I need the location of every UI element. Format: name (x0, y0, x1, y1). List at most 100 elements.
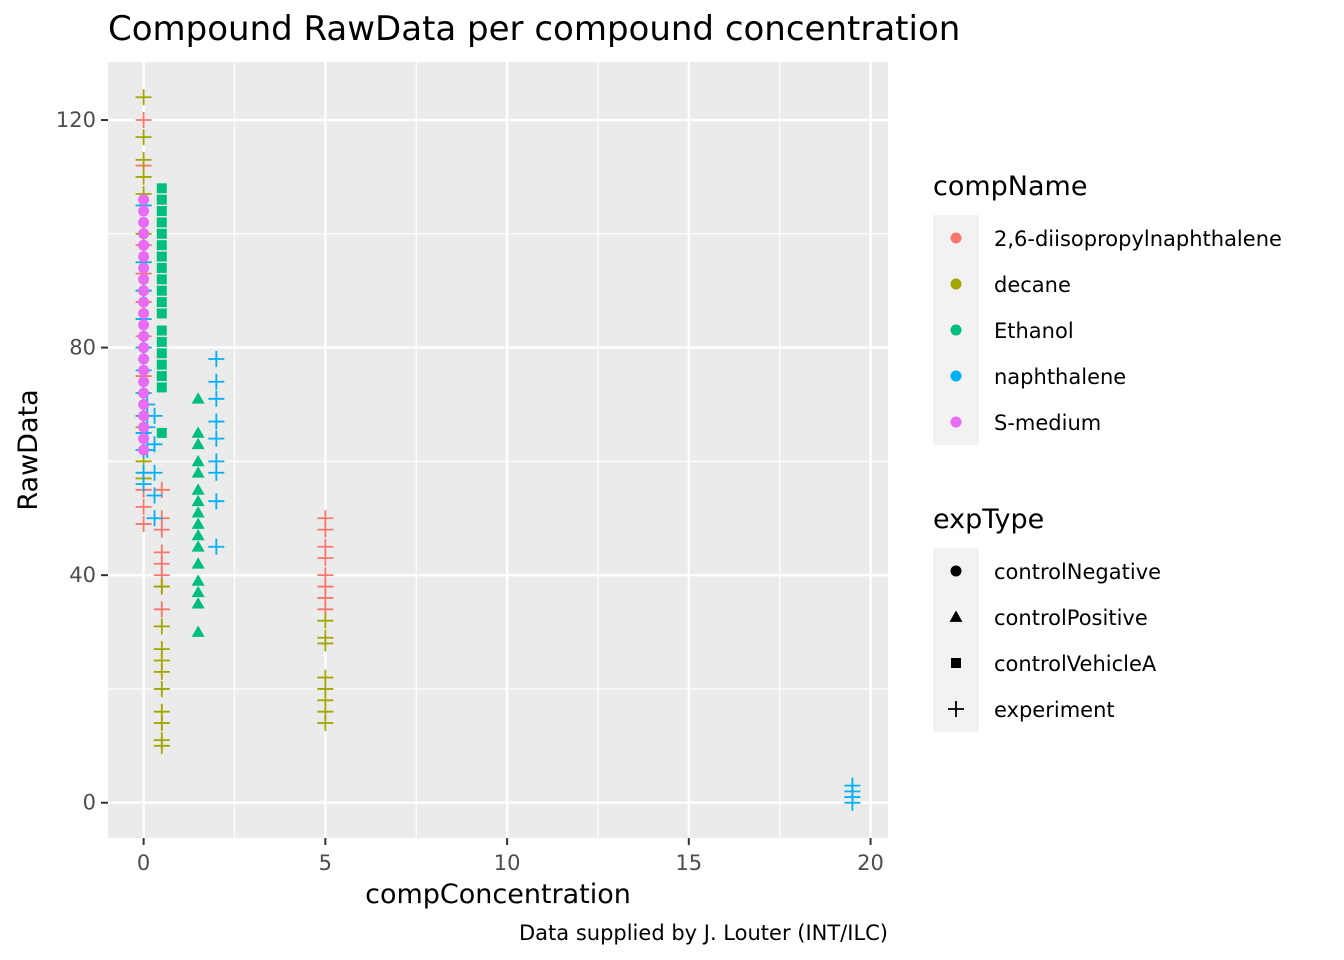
legend-swatch (950, 416, 962, 428)
data-point (138, 410, 150, 422)
data-point (135, 476, 152, 493)
legend-label: controlVehicleA (994, 652, 1157, 676)
data-point (135, 129, 152, 146)
data-point (191, 557, 205, 569)
data-point (191, 517, 205, 529)
data-point (208, 413, 225, 430)
chart-title: Compound RawData per compound concentrat… (108, 9, 960, 49)
data-point (138, 364, 150, 376)
x-tick-label: 5 (319, 851, 332, 875)
data-point (208, 538, 225, 555)
data-point (138, 398, 150, 410)
legend-swatch (950, 232, 962, 244)
data-point (191, 483, 205, 495)
axes: 0 5 10 15 20 0 40 80 120 (56, 108, 884, 875)
data-point (156, 325, 167, 336)
data-point (138, 205, 150, 217)
y-tick-label: 120 (56, 108, 96, 132)
x-tick-label: 20 (857, 851, 884, 875)
legend-label: 2,6-diisopropylnaphthalene (994, 227, 1282, 251)
data-point (156, 427, 167, 438)
data-point (146, 436, 163, 453)
x-axis-title: compConcentration (365, 879, 631, 910)
data-point (153, 663, 170, 680)
data-point (191, 540, 205, 552)
data-point (156, 228, 167, 239)
data-point (208, 430, 225, 447)
data-point (191, 392, 205, 404)
data-point (191, 506, 205, 518)
legend-label: controlNegative (994, 560, 1161, 584)
data-point (146, 464, 163, 481)
y-tick-label: 40 (69, 563, 96, 587)
legend-shape-key (949, 610, 963, 622)
legend-shape-key (950, 565, 962, 577)
data-point (208, 464, 225, 481)
y-axis-title: RawData (13, 389, 44, 510)
legend-shape-key (951, 658, 961, 668)
data-point (138, 387, 150, 399)
data-point (156, 382, 167, 393)
data-point (208, 350, 225, 367)
data-point (191, 426, 205, 438)
data-point (153, 601, 170, 618)
data-point (138, 319, 150, 331)
data-point (138, 194, 150, 206)
data-point (138, 262, 150, 274)
panel-background (108, 62, 888, 838)
data-point (156, 274, 167, 285)
data-point (156, 217, 167, 228)
legend: compName 2,6-diisopropylnaphthalene decane… (933, 171, 1282, 732)
data-point (138, 228, 150, 240)
data-point (138, 216, 150, 228)
legend-swatch (950, 370, 962, 382)
data-point (153, 618, 170, 635)
data-point (146, 407, 163, 424)
legend-label: experiment (994, 698, 1115, 722)
y-tick-label: 0 (83, 791, 96, 815)
data-point (191, 528, 205, 541)
data-point (138, 239, 150, 251)
data-point (156, 371, 167, 382)
data-point (208, 390, 225, 407)
data-point (317, 635, 334, 652)
data-point (153, 737, 170, 754)
data-point (156, 348, 167, 359)
data-point (156, 240, 167, 251)
legend-title: compName (933, 171, 1087, 202)
data-point (135, 498, 152, 515)
data-point (138, 307, 150, 319)
data-point (208, 493, 225, 510)
data-point (138, 433, 150, 445)
data-point (191, 574, 205, 586)
legend-label: decane (994, 273, 1071, 297)
data-point (138, 353, 150, 365)
data-point (146, 510, 163, 527)
data-point (191, 585, 205, 598)
chart-caption: Data supplied by J. Louter (INT/ILC) (519, 921, 888, 945)
legend-label: controlPositive (994, 606, 1148, 630)
data-point (317, 612, 334, 629)
data-point (138, 376, 150, 388)
data-point (191, 625, 205, 637)
data-point (135, 151, 152, 168)
data-point (317, 715, 334, 732)
data-point (317, 550, 334, 567)
data-point (153, 521, 170, 538)
data-point (138, 296, 150, 308)
data-point (156, 194, 167, 205)
data-point (156, 251, 167, 262)
data-point (191, 437, 205, 450)
data-point (135, 168, 152, 185)
data-point (156, 206, 167, 217)
data-point (138, 330, 150, 342)
legend-label: S-medium (994, 411, 1101, 435)
legend-swatch (950, 324, 962, 336)
data-marks (135, 89, 861, 811)
data-point (156, 183, 167, 194)
data-point (135, 515, 152, 532)
legend-label: Ethanol (994, 319, 1074, 343)
data-point (153, 578, 170, 595)
x-tick-label: 15 (675, 851, 702, 875)
